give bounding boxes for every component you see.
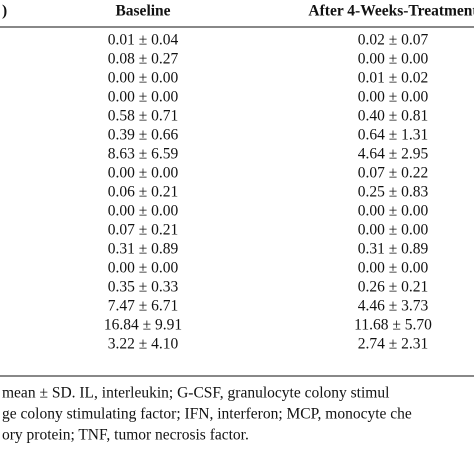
table-cell: 8.63 ± 6.59 — [108, 146, 179, 163]
footnote-line: ory protein; TNF, tumor necrosis factor. — [2, 427, 249, 444]
table-cell: 0.08 ± 0.27 — [108, 51, 179, 68]
table-cell: 11.68 ± 5.70 — [354, 317, 432, 334]
table-cell: 0.00 ± 0.00 — [108, 165, 179, 182]
table-cell: 0.07 ± 0.22 — [358, 165, 429, 182]
table-cell: 0.01 ± 0.02 — [358, 70, 429, 87]
table-cell: 0.00 ± 0.00 — [358, 260, 429, 277]
table-cell: 7.47 ± 6.71 — [108, 298, 179, 315]
table-cell: 0.64 ± 1.31 — [358, 127, 429, 144]
table-cell: 16.84 ± 9.91 — [104, 317, 182, 334]
table-cell: 0.02 ± 0.07 — [358, 32, 429, 49]
table-cell: 0.25 ± 0.83 — [358, 184, 429, 201]
table-cell: 0.58 ± 0.71 — [108, 108, 179, 125]
header-cell: ) — [2, 3, 7, 20]
table-cell: 0.00 ± 0.00 — [358, 89, 429, 106]
table-cell: 0.26 ± 0.21 — [358, 279, 429, 296]
table-cell: 0.40 ± 0.81 — [358, 108, 429, 125]
table-cell: 2.74 ± 2.31 — [358, 336, 429, 353]
table-cell: 0.07 ± 0.21 — [108, 222, 179, 239]
table-cell: 0.31 ± 0.89 — [358, 241, 429, 258]
table-cell: 0.31 ± 0.89 — [108, 241, 179, 258]
table-cell: 0.00 ± 0.00 — [358, 51, 429, 68]
table-cell: 3.22 ± 4.10 — [108, 336, 179, 353]
table-cell: 4.64 ± 2.95 — [358, 146, 429, 163]
table-cell: 0.00 ± 0.00 — [108, 203, 179, 220]
footnote-line: mean ± SD. IL, interleukin; G-CSF, granu… — [2, 385, 389, 402]
table-cell: 0.00 ± 0.00 — [108, 260, 179, 277]
table-cell: 0.06 ± 0.21 — [108, 184, 179, 201]
header-cell: After 4-Weeks-Treatment — [308, 3, 474, 20]
header-cell: Baseline — [115, 3, 170, 20]
table-cell: 0.00 ± 0.00 — [358, 203, 429, 220]
table-cell: 0.00 ± 0.00 — [358, 222, 429, 239]
table-cell: 0.35 ± 0.33 — [108, 279, 179, 296]
table-cell: 0.39 ± 0.66 — [108, 127, 179, 144]
table-cell: 0.00 ± 0.00 — [108, 89, 179, 106]
table-cell: 0.01 ± 0.04 — [108, 32, 179, 49]
table-cell: 4.46 ± 3.73 — [358, 298, 429, 315]
table-cell: 0.00 ± 0.00 — [108, 70, 179, 87]
footnote-line: ge colony stimulating factor; IFN, inter… — [2, 406, 412, 423]
